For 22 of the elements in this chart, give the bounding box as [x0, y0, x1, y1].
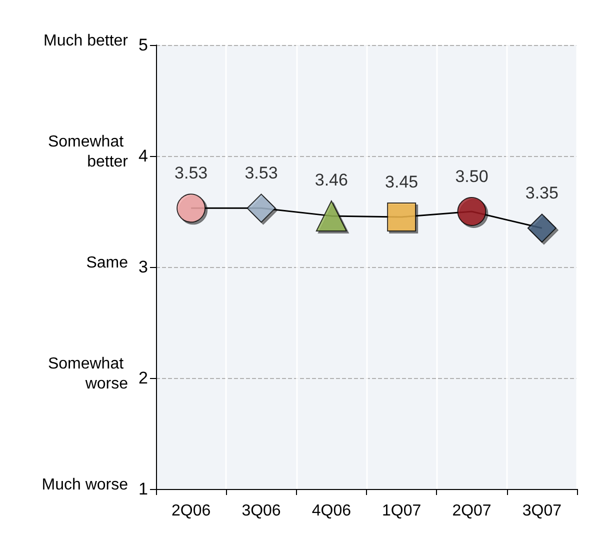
data-label: 3.50 [455, 167, 488, 186]
text: Much worse [42, 476, 128, 494]
text: Somewhat worse [48, 356, 128, 392]
y-tick-label: 1 [138, 480, 148, 498]
text: Same [86, 254, 128, 272]
x-tick-label: 3Q06 [242, 502, 281, 520]
y-tick-label: 3 [138, 258, 148, 276]
x-tick-label: 1Q07 [382, 502, 422, 520]
text: Much better [44, 32, 129, 50]
data-label: 3.53 [174, 164, 208, 183]
data-label: 3.46 [314, 170, 348, 190]
x-tick-label: 3Q07 [522, 502, 562, 520]
x-tick-label: 2Q07 [452, 502, 492, 520]
y-tick-label: 4 [138, 146, 148, 166]
y-tick-label: 5 [138, 36, 148, 54]
x-tick-label: 2Q06 [172, 502, 211, 520]
data-label: 3.35 [525, 184, 558, 203]
data-label: 3.45 [385, 172, 418, 192]
x-tick-label: 4Q06 [312, 502, 352, 520]
text: Somewhat better [48, 134, 129, 170]
data-label: 3.53 [244, 164, 278, 183]
y-tick-label: 2 [138, 368, 148, 388]
